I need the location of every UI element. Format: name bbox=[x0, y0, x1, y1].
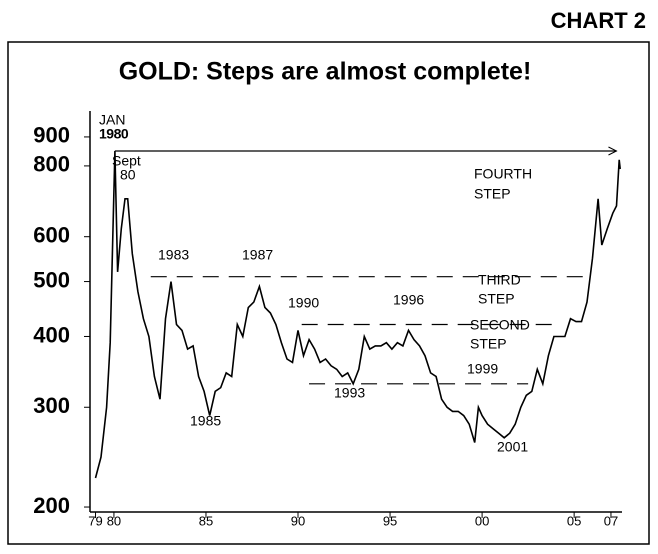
y-tick-label: 300 bbox=[33, 393, 70, 418]
y-tick-label: 800 bbox=[33, 152, 70, 177]
annotation: 1983 bbox=[158, 247, 189, 263]
y-tick-label: 400 bbox=[33, 322, 70, 347]
frame bbox=[7, 41, 650, 545]
annotation: SECOND bbox=[470, 317, 530, 333]
annotation: FOURTH bbox=[474, 166, 532, 182]
annotation: 1996 bbox=[393, 292, 424, 308]
chart-title: GOLD: Steps are almost complete! bbox=[119, 58, 532, 86]
x-tick-label: 85 bbox=[199, 513, 213, 528]
y-tick-label: 900 bbox=[33, 123, 70, 148]
annotation: 2001 bbox=[497, 439, 528, 455]
annotation: 80 bbox=[120, 167, 136, 183]
x-tick-label: 90 bbox=[291, 513, 305, 528]
x-tick-label: 79 bbox=[88, 513, 102, 528]
step-arrow bbox=[608, 146, 618, 156]
x-tick-label: 80 bbox=[107, 513, 121, 528]
annotation: 1993 bbox=[334, 385, 365, 401]
x-tick-label: 05 bbox=[567, 513, 581, 528]
annotation: 1999 bbox=[467, 361, 498, 377]
annotation: 1985 bbox=[190, 413, 221, 429]
y-tick-label: 200 bbox=[33, 493, 70, 518]
y-tick-label: 600 bbox=[33, 223, 70, 248]
chart-label: CHART 2 bbox=[551, 8, 646, 33]
annotation: STEP bbox=[474, 186, 511, 202]
annotation: THIRD bbox=[478, 272, 521, 288]
x-tick-label: 95 bbox=[383, 513, 397, 528]
annotation: 1980 bbox=[99, 126, 129, 142]
annotation: 1987 bbox=[242, 247, 273, 263]
x-tick-label: 00 bbox=[475, 513, 489, 528]
price-line bbox=[94, 150, 621, 479]
y-tick-label: 500 bbox=[33, 267, 70, 292]
annotation: Sept bbox=[112, 153, 141, 169]
annotation: JAN bbox=[99, 112, 125, 128]
annotation: STEP bbox=[478, 291, 515, 307]
annotation: STEP bbox=[470, 336, 507, 352]
annotation: 1990 bbox=[288, 295, 319, 311]
x-tick-label: 07 bbox=[604, 513, 618, 528]
